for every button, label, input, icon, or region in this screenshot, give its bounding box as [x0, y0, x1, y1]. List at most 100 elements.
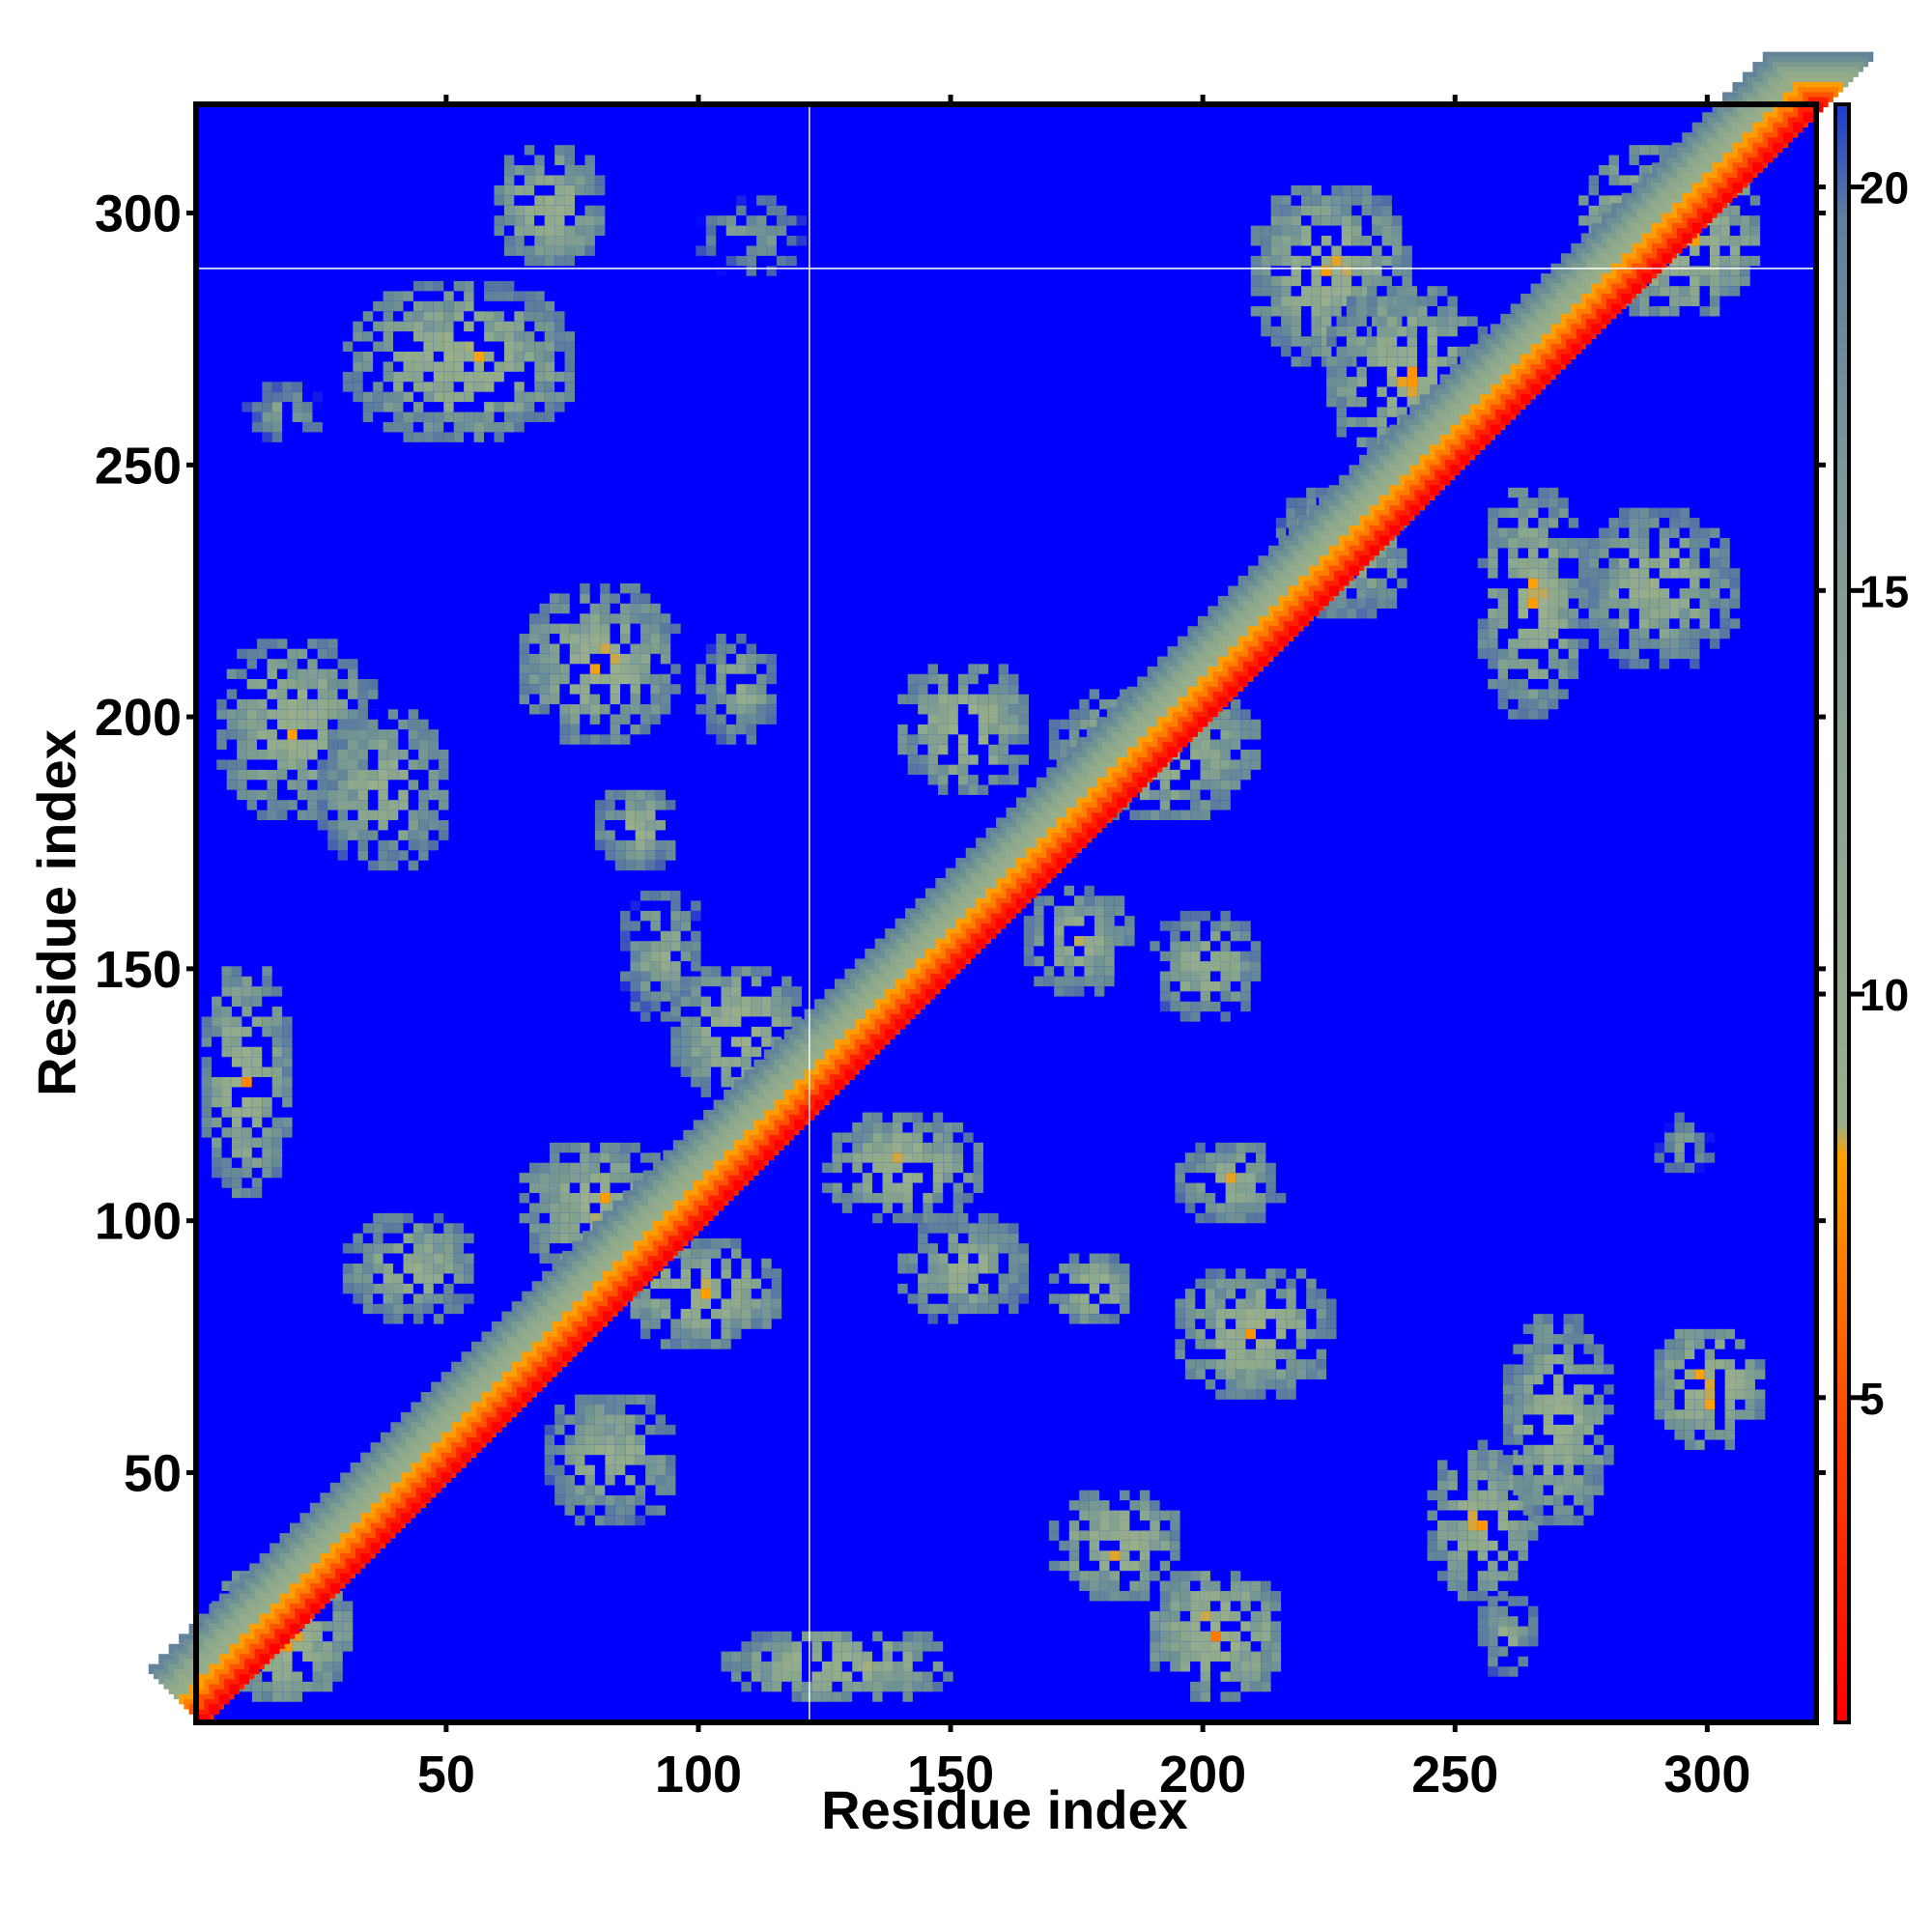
heatmap-cell [761, 1671, 772, 1682]
heatmap-cell [1170, 1550, 1180, 1561]
heatmap-cell [559, 623, 570, 635]
heatmap-cell [761, 1026, 772, 1037]
heatmap-cell [1735, 1369, 1746, 1379]
heatmap-cell [1588, 185, 1600, 196]
heatmap-cell [1064, 946, 1074, 956]
heatmap-cell [1604, 1464, 1614, 1476]
diagonal-cell [304, 1577, 346, 1589]
heatmap-cell [1583, 1405, 1594, 1415]
diagonal-cell [420, 1492, 432, 1503]
heatmap-cell [1381, 205, 1392, 216]
heatmap-cell [1291, 185, 1301, 196]
heatmap-cell [1719, 557, 1730, 569]
heatmap-cell [666, 1485, 676, 1495]
heatmap-cell [630, 694, 640, 705]
heatmap-cell [736, 205, 747, 216]
heatmap-cell [423, 341, 434, 352]
heatmap-cell [1406, 286, 1418, 297]
heatmap-cell [1543, 1334, 1554, 1345]
heatmap-cell [251, 1157, 263, 1168]
heatmap-cell [1533, 1405, 1544, 1415]
heatmap-cell [594, 205, 606, 216]
heatmap-cell [1195, 1278, 1206, 1290]
diagonal-cell [218, 1693, 230, 1705]
heatmap-cell [418, 729, 429, 740]
heatmap-cell [237, 668, 247, 679]
diagonal-cell [254, 1629, 296, 1639]
heatmap-cell [630, 603, 640, 614]
heatmap-cell [1366, 416, 1378, 428]
heatmap-cell [221, 986, 232, 997]
heatmap-cell [282, 1651, 293, 1662]
heatmap-cell [998, 664, 1009, 674]
heatmap-cell [1527, 1510, 1539, 1520]
heatmap-cell [1255, 1289, 1266, 1299]
heatmap-cell [1099, 1530, 1110, 1541]
heatmap-cell [1694, 1142, 1705, 1153]
heatmap-cell [973, 1173, 983, 1183]
heatmap-cell [620, 704, 631, 715]
heatmap-cell [912, 1162, 923, 1174]
heatmap-cell [519, 1212, 530, 1224]
heatmap-cell [1265, 1278, 1276, 1290]
heatmap-cell [1209, 951, 1221, 962]
heatmap-cell [464, 1293, 474, 1304]
heatmap-cell [262, 1026, 272, 1037]
heatmap-cell [473, 412, 485, 422]
heatmap-cell [428, 820, 440, 831]
diagonal-cell [375, 1507, 416, 1519]
heatmap-cell [559, 724, 570, 735]
heatmap-cell [1281, 225, 1292, 236]
heatmap-cell [1538, 628, 1548, 639]
heatmap-cell [327, 689, 338, 699]
heatmap-cell [398, 850, 409, 861]
heatmap-cell [1629, 608, 1639, 619]
heatmap-cell [630, 593, 640, 604]
heatmap-cell [554, 1485, 565, 1495]
heatmap-cell [544, 236, 555, 246]
heatmap-cell [1674, 1349, 1685, 1360]
heatmap-cell [771, 996, 782, 1007]
diagonal-cell [390, 1522, 401, 1534]
heatmap-cell [1316, 1298, 1327, 1309]
heatmap-cell [1709, 588, 1720, 599]
diagonal-cell [365, 1518, 406, 1528]
heatmap-cell [852, 1641, 863, 1652]
heatmap-cell [1508, 578, 1519, 589]
heatmap-cell [1220, 1691, 1231, 1702]
heatmap-cell [393, 1314, 404, 1324]
heatmap-cell [1488, 659, 1498, 669]
heatmap-cell [610, 714, 621, 724]
heatmap-cell [1068, 1264, 1080, 1274]
heatmap-cell [1245, 1328, 1256, 1340]
heatmap-cell [1638, 578, 1650, 589]
heatmap-cell [398, 830, 409, 840]
heatmap-cell [1548, 598, 1559, 609]
heatmap-cell [1417, 306, 1428, 317]
heatmap-cell [212, 1117, 222, 1128]
heatmap-cell [212, 1037, 222, 1047]
heatmap-cell [1638, 618, 1650, 629]
heatmap-cell [660, 1339, 671, 1350]
heatmap-cell [357, 839, 368, 851]
heatmap-cell [337, 839, 349, 851]
heatmap-cell [337, 739, 349, 750]
heatmap-cell [1508, 1666, 1519, 1677]
heatmap-cell [645, 860, 656, 871]
heatmap-cell [1275, 1268, 1287, 1279]
heatmap-cell [1225, 1328, 1236, 1340]
heatmap-cell [544, 1464, 555, 1476]
heatmap-cell [1649, 639, 1660, 649]
heatmap-cell [1467, 1591, 1478, 1602]
heatmap-cell [918, 684, 928, 695]
heatmap-cell [1089, 1510, 1100, 1520]
heatmap-cell [257, 648, 268, 660]
heatmap-cell [464, 382, 474, 392]
heatmap-cell [1538, 588, 1548, 599]
heatmap-cell [221, 1167, 232, 1179]
heatmap-cell [927, 775, 938, 785]
heatmap-cell [605, 850, 615, 861]
heatmap-cell [1477, 1550, 1489, 1561]
heatmap-cell [1215, 1152, 1226, 1163]
heatmap-cell [711, 1046, 722, 1058]
